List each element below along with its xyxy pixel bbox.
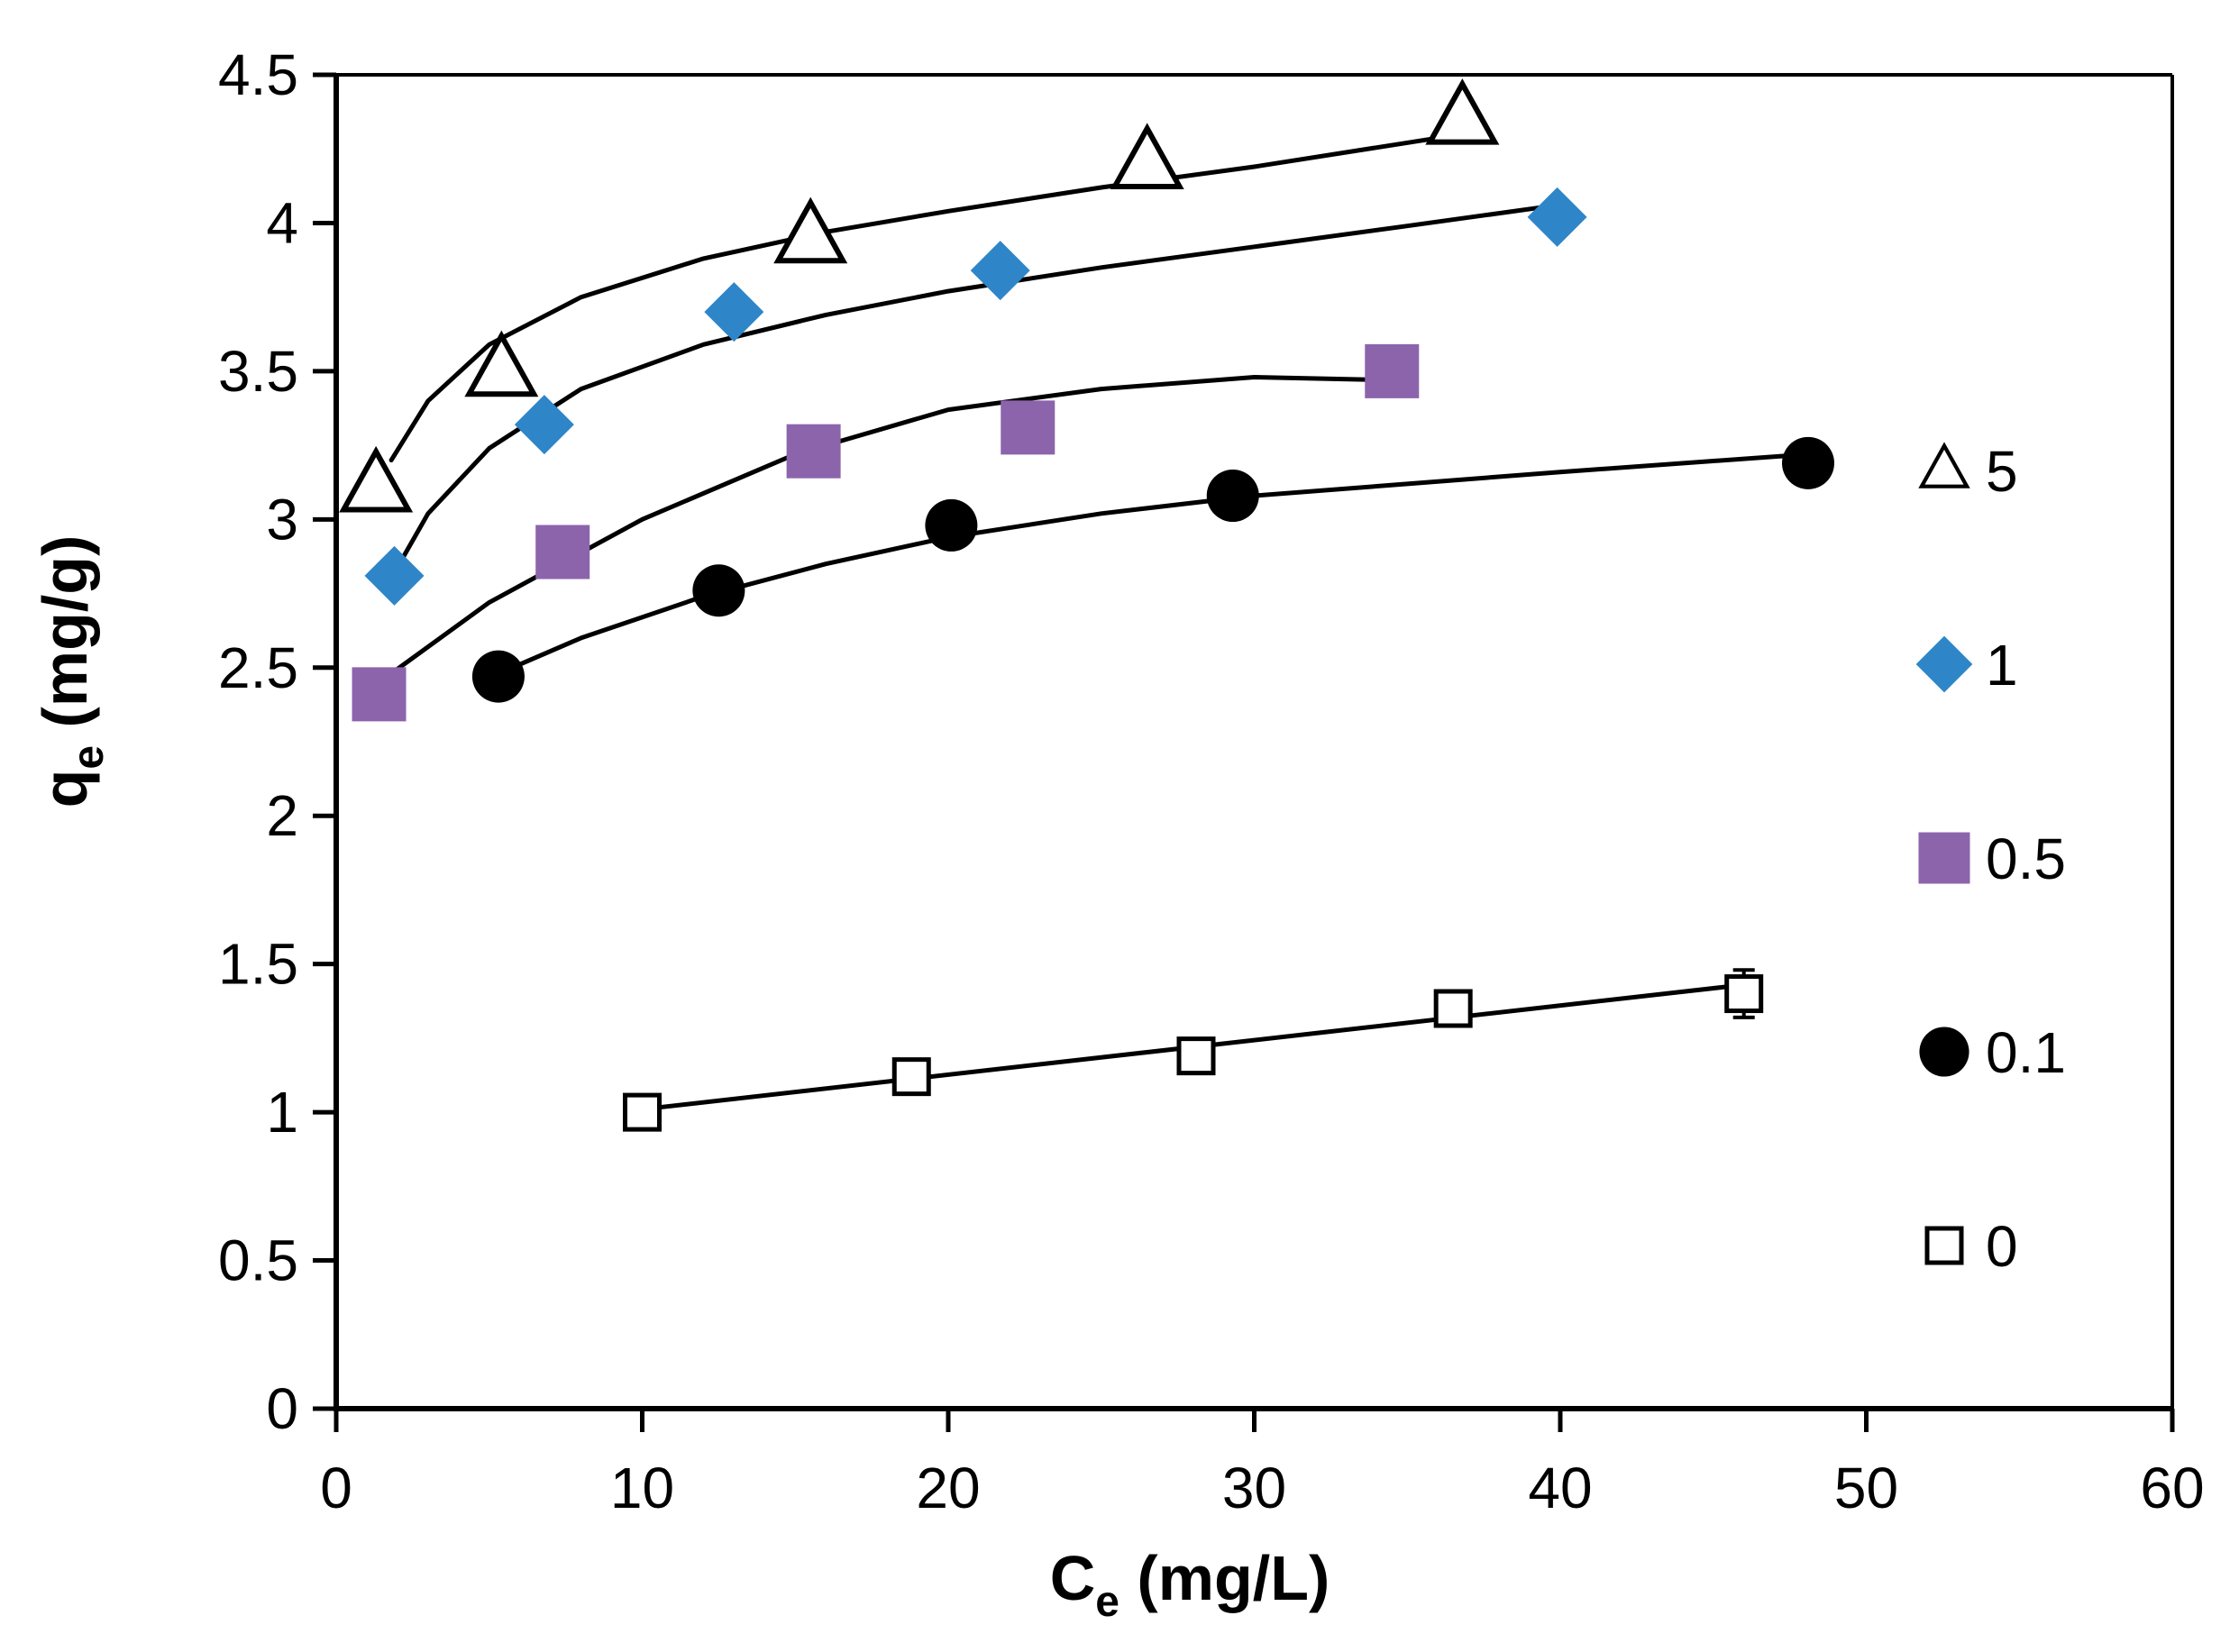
- x-tick-label: 20: [916, 1456, 980, 1520]
- legend-marker-0-5: [1918, 832, 1970, 884]
- data-point-series-0-1: [1781, 436, 1834, 489]
- legend-marker-5: [1918, 442, 1970, 488]
- legend-swatch-0-1: [1919, 1027, 1969, 1077]
- fit-curve-series-1: [392, 203, 1560, 575]
- y-tick-label: 1.5: [218, 932, 298, 997]
- data-point-series-0-5: [1365, 343, 1420, 398]
- legend-label-0-5: 0.5: [1986, 826, 2066, 891]
- legend-swatch-0-5: [1918, 832, 1970, 884]
- data-point-series-5: [464, 330, 539, 397]
- data-point-series-5: [1110, 123, 1184, 189]
- legend-swatch-5: [1918, 442, 1970, 488]
- legend-item-0-5: 0.5: [1918, 826, 2066, 891]
- y-tick-label: 3: [266, 487, 298, 552]
- data-points: [339, 78, 1834, 1132]
- data-point-series-1: [970, 241, 1030, 301]
- legend-swatch-0: [1924, 1226, 1964, 1265]
- data-point-series-0-5: [535, 525, 590, 580]
- data-point-series-1: [514, 395, 574, 455]
- y-tick-label: 0.5: [218, 1228, 298, 1293]
- fit-curves: [377, 132, 1811, 1112]
- data-point-series-0: [891, 1057, 931, 1097]
- data-point-series-0-5: [786, 424, 841, 479]
- fit-curve-series-0-1: [496, 452, 1811, 676]
- data-point-series-0: [1433, 989, 1473, 1028]
- legend-item-5: 5: [1918, 439, 2018, 504]
- data-point-series-0-1: [925, 498, 978, 552]
- x-tick-label: 50: [1834, 1456, 1898, 1520]
- legend-marker-0-1: [1919, 1027, 1969, 1077]
- y-tick-label: 3.5: [218, 339, 298, 404]
- legend: 5 1 0.5 0.1 0: [1915, 439, 2066, 1279]
- legend-item-0-1: 0.1: [1919, 1020, 2066, 1085]
- x-tick-label: 60: [2140, 1456, 2204, 1520]
- legend-label-5: 5: [1986, 439, 2018, 504]
- legend-item-1: 1: [1915, 633, 2018, 698]
- data-point-series-5: [773, 196, 848, 264]
- fit-curve-series-5: [388, 132, 1465, 463]
- data-point-series-0: [1724, 974, 1764, 1014]
- y-tick-label: 2.5: [218, 635, 298, 700]
- data-point-series-1: [1527, 187, 1587, 247]
- data-point-series-0: [623, 1092, 662, 1132]
- data-point-series-1: [704, 282, 764, 342]
- legend-swatch-1: [1915, 635, 1973, 693]
- y-tick-label: 4: [266, 190, 298, 255]
- data-point-series-0-5: [1001, 400, 1056, 455]
- y-tick-label: 1: [266, 1080, 298, 1145]
- legend-item-0: 0: [1924, 1214, 2018, 1279]
- x-tick-label: 30: [1222, 1456, 1286, 1520]
- fit-curve-series-0-5: [377, 375, 1394, 685]
- legend-label-1: 1: [1986, 633, 2018, 698]
- legend-label-0-1: 0.1: [1986, 1020, 2066, 1085]
- data-point-series-5: [339, 445, 414, 513]
- ticks: 00.511.522.533.544.50 10 20 30 40 50 60: [218, 42, 2205, 1520]
- x-tick-label: 40: [1528, 1456, 1592, 1520]
- axes: [334, 73, 2174, 1411]
- y-tick-label: 2: [266, 783, 298, 848]
- x-tick-label: 10: [610, 1456, 674, 1520]
- data-point-series-0: [1176, 1036, 1216, 1076]
- y-tick-label: 0: [266, 1376, 298, 1441]
- data-point-series-1: [364, 545, 425, 606]
- data-point-series-5: [1425, 78, 1500, 145]
- legend-marker-0: [1924, 1226, 1964, 1265]
- data-point-series-0-1: [1206, 470, 1259, 523]
- y-tick-label: 4.5: [218, 42, 298, 107]
- y-axis-title: qe (mg/g): [30, 535, 113, 808]
- data-point-series-0-5: [352, 667, 407, 722]
- x-axis-title: Ce (mg/L): [1050, 1543, 1330, 1626]
- x-tick-label: 0: [320, 1456, 352, 1520]
- legend-label-0: 0: [1986, 1214, 2018, 1279]
- data-point-series-0-1: [471, 650, 525, 703]
- data-point-series-0-1: [692, 564, 745, 617]
- legend-marker-1: [1915, 635, 1973, 693]
